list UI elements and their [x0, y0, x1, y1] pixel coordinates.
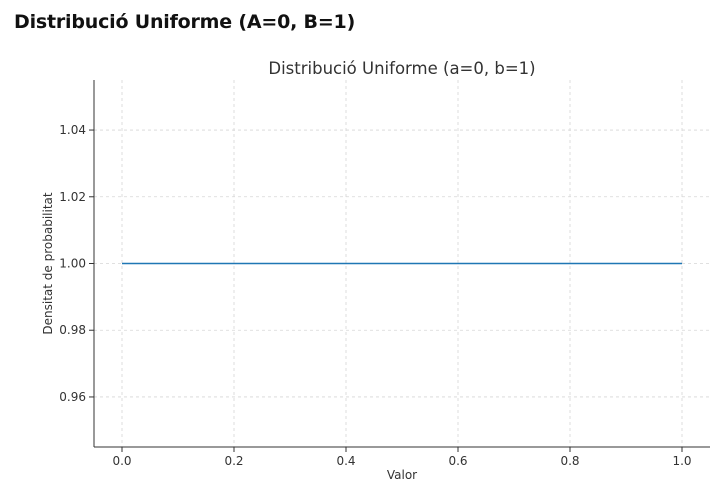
y-tick-label: 0.96	[59, 390, 86, 404]
ticks: 0.0 0.2 0.4 0.6 0.8 1.0 0.96 0.98 1.00 1.02 1.04	[59, 123, 691, 468]
x-tick-label: 0.8	[560, 454, 579, 468]
y-tick-label: 1.00	[59, 257, 86, 271]
x-axis-label: Valor	[387, 468, 417, 482]
x-tick-label: 0.2	[224, 454, 243, 468]
x-tick-label: 0.6	[448, 454, 467, 468]
x-tick-label: 1.0	[672, 454, 691, 468]
y-tick-label: 1.04	[59, 123, 86, 137]
x-tick-label: 0.4	[336, 454, 355, 468]
y-tick-label: 1.02	[59, 190, 86, 204]
y-axis-label: Densitat de probabilitat	[41, 192, 55, 334]
chart-title: Distribució Uniforme (a=0, b=1)	[268, 59, 535, 78]
y-tick-label: 0.98	[59, 323, 86, 337]
page-heading: Distribució Uniforme (A=0, B=1)	[14, 11, 356, 33]
x-tick-label: 0.0	[112, 454, 131, 468]
